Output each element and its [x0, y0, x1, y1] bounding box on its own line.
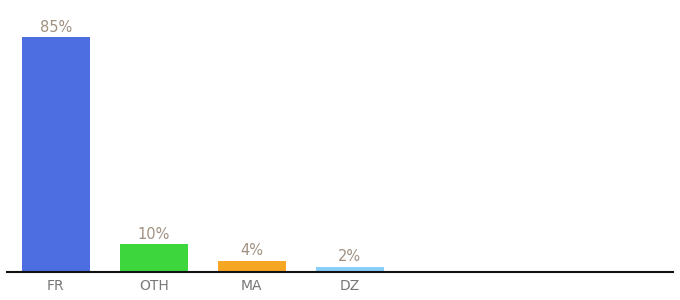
Text: 10%: 10% [137, 227, 170, 242]
Bar [218, 261, 286, 272]
Text: 4%: 4% [240, 243, 263, 258]
Bar [316, 267, 384, 272]
Bar [120, 244, 188, 272]
Text: 2%: 2% [338, 249, 361, 264]
Text: 85%: 85% [40, 20, 72, 34]
Bar [22, 37, 90, 272]
